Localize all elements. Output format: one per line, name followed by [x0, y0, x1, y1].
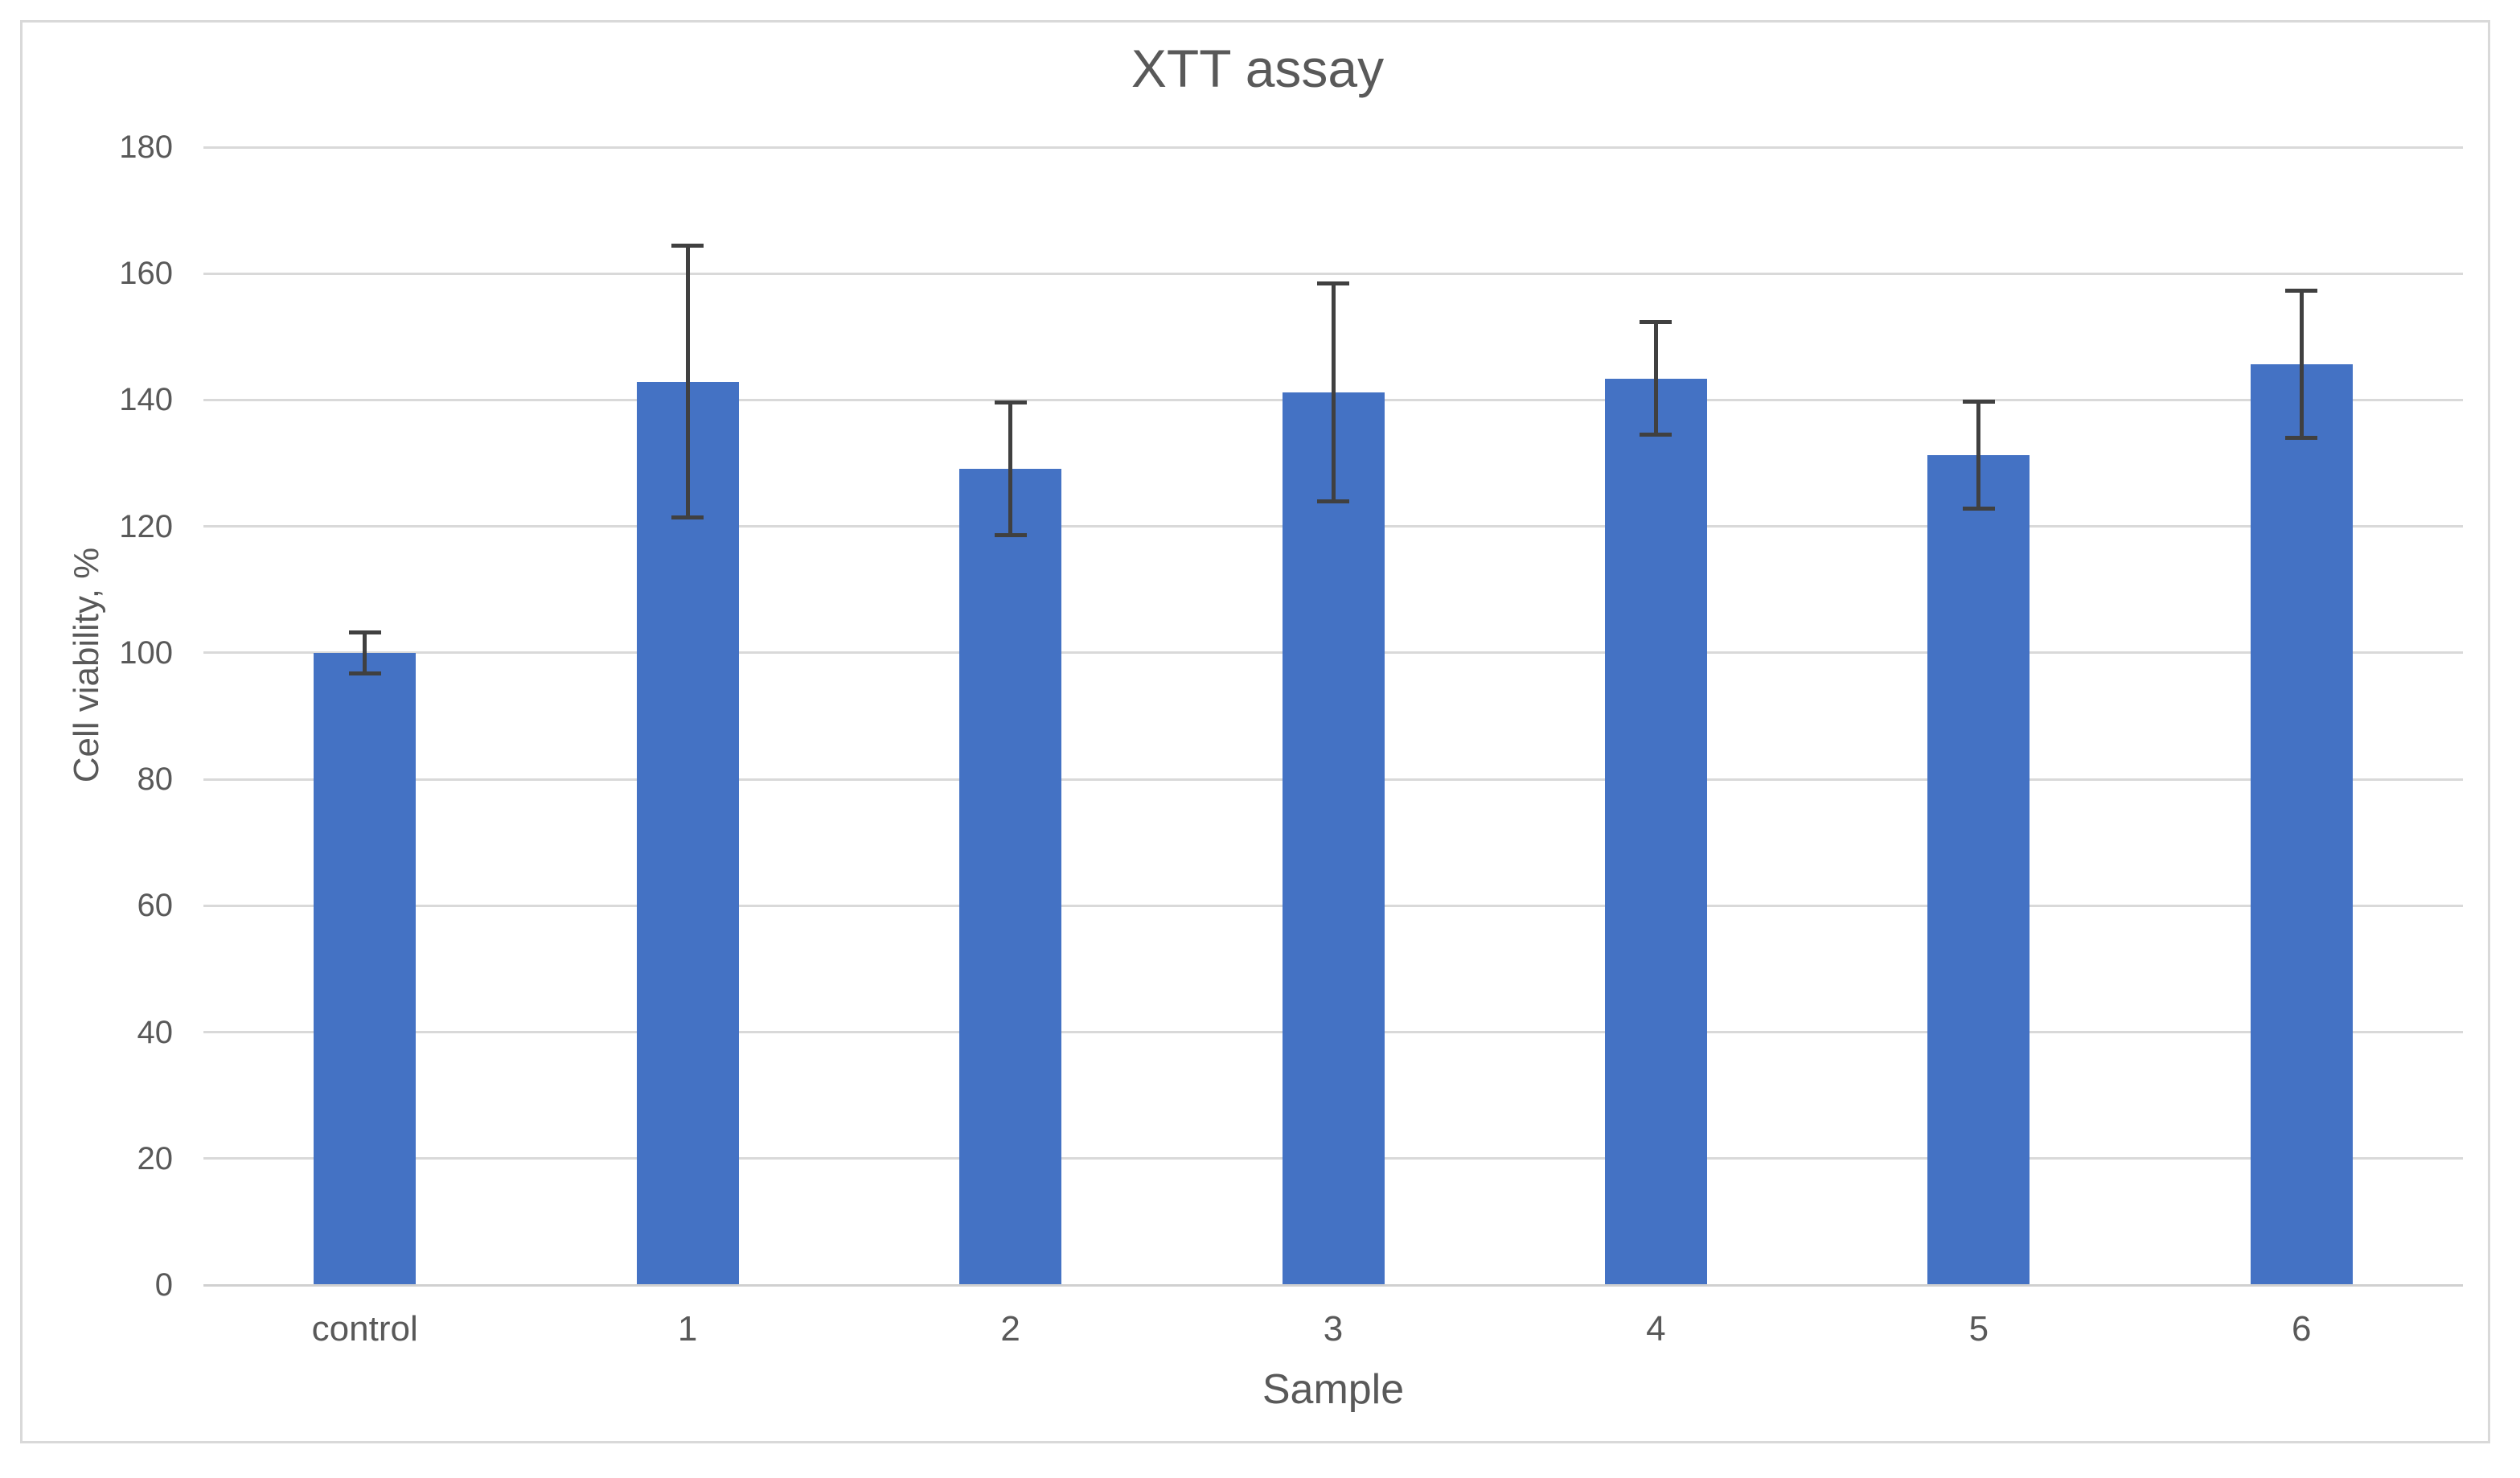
- bar: [636, 381, 739, 1285]
- y-tick-label: 120: [119, 508, 173, 544]
- error-bar-line: [2299, 290, 2304, 439]
- bar: [1282, 392, 1385, 1285]
- gridline: [203, 146, 2463, 149]
- y-tick-label: 160: [119, 256, 173, 292]
- error-bar-top-cap: [994, 400, 1027, 404]
- y-tick-label: 20: [137, 1140, 174, 1176]
- error-bar-top-cap: [1962, 400, 1995, 404]
- x-tick-label: 3: [1323, 1309, 1344, 1349]
- x-tick-label: 6: [2292, 1309, 2312, 1349]
- bar: [1604, 378, 1707, 1285]
- x-tick-label: 2: [1000, 1309, 1020, 1349]
- x-tick-label: control: [311, 1309, 418, 1349]
- gridline: [203, 272, 2463, 275]
- error-bar-line: [1653, 321, 1658, 436]
- error-bar-line: [1008, 401, 1013, 536]
- bar: [2250, 364, 2353, 1285]
- error-bar-line: [363, 631, 367, 674]
- bar: [314, 652, 417, 1285]
- y-tick-label: 80: [137, 762, 174, 798]
- error-bar-bottom-cap: [1962, 506, 1995, 511]
- x-axis-title: Sample: [1262, 1366, 1405, 1413]
- x-tick-label: 4: [1646, 1309, 1666, 1349]
- y-tick-label: 40: [137, 1014, 174, 1050]
- error-bar-bottom-cap: [994, 533, 1027, 538]
- error-bar-line: [685, 244, 690, 519]
- error-bar-top-cap: [348, 630, 381, 634]
- error-bar-bottom-cap: [1640, 433, 1672, 437]
- error-bar-top-cap: [2285, 289, 2318, 294]
- error-bar-bottom-cap: [671, 515, 704, 520]
- error-bar-line: [1976, 401, 1981, 509]
- x-tick-label: 1: [677, 1309, 698, 1349]
- y-tick-label: 180: [119, 129, 173, 165]
- chart-border-frame: [20, 20, 2490, 1443]
- error-bar-line: [1331, 283, 1336, 502]
- error-bar-bottom-cap: [348, 671, 381, 675]
- error-bar-top-cap: [1640, 319, 1672, 324]
- x-axis-line: [203, 1283, 2463, 1287]
- bar: [1927, 454, 2030, 1285]
- y-tick-label: 100: [119, 634, 173, 671]
- error-bar-top-cap: [1317, 281, 1349, 285]
- error-bar-bottom-cap: [2285, 436, 2318, 441]
- x-tick-label: 5: [1968, 1309, 1989, 1349]
- chart-title: XTT assay: [1131, 39, 1385, 98]
- y-tick-label: 140: [119, 382, 173, 418]
- error-bar-bottom-cap: [1317, 499, 1349, 503]
- y-tick-label: 0: [154, 1267, 173, 1303]
- error-bar-top-cap: [671, 243, 704, 248]
- bar: [959, 469, 1062, 1285]
- y-tick-label: 60: [137, 888, 174, 924]
